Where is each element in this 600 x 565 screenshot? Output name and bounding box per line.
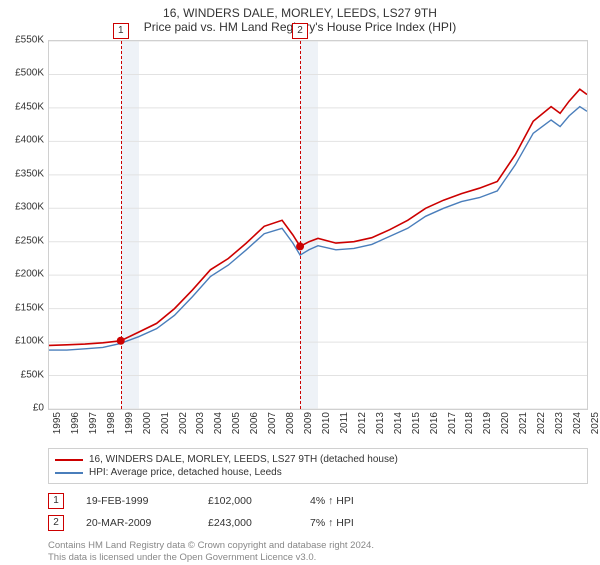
legend: 16, WINDERS DALE, MORLEY, LEEDS, LS27 9T… (48, 448, 588, 484)
table-row: 1 19-FEB-1999 £102,000 4% ↑ HPI (48, 490, 588, 512)
y-tick: £50K (2, 369, 44, 380)
x-tick: 2017 (447, 412, 458, 434)
row-date: 19-FEB-1999 (86, 495, 186, 507)
x-tick: 2001 (160, 412, 171, 434)
x-tick: 1999 (124, 412, 135, 434)
y-tick: £0 (2, 403, 44, 414)
x-tick: 2002 (178, 412, 189, 434)
legend-row: HPI: Average price, detached house, Leed… (55, 466, 581, 479)
y-tick: £550K (2, 35, 44, 46)
y-tick: £400K (2, 135, 44, 146)
sales-table: 1 19-FEB-1999 £102,000 4% ↑ HPI 2 20-MAR-2009… (48, 490, 588, 534)
chart-marker-2: 2 (292, 23, 308, 39)
x-tick: 2014 (393, 412, 404, 434)
y-tick: £450K (2, 101, 44, 112)
x-tick: 1995 (52, 412, 63, 434)
x-tick: 2016 (429, 412, 440, 434)
y-tick: £500K (2, 68, 44, 79)
x-tick: 2008 (285, 412, 296, 434)
footer: Contains HM Land Registry data © Crown c… (48, 540, 588, 565)
x-tick: 2020 (500, 412, 511, 434)
y-tick: £300K (2, 202, 44, 213)
x-tick: 1996 (70, 412, 81, 434)
row-pct: 7% ↑ HPI (310, 517, 354, 529)
footer-line-2: This data is licensed under the Open Gov… (48, 552, 588, 564)
row-price: £243,000 (208, 517, 288, 529)
y-tick: £250K (2, 235, 44, 246)
x-tick: 2011 (339, 412, 350, 434)
row-marker: 1 (48, 493, 64, 509)
x-tick: 2004 (213, 412, 224, 434)
x-tick: 2005 (231, 412, 242, 434)
table-row: 2 20-MAR-2009 £243,000 7% ↑ HPI (48, 512, 588, 534)
x-tick: 2022 (536, 412, 547, 434)
x-tick: 1997 (88, 412, 99, 434)
y-tick: £150K (2, 302, 44, 313)
x-tick: 2010 (321, 412, 332, 434)
title-address: 16, WINDERS DALE, MORLEY, LEEDS, LS27 9T… (0, 6, 600, 20)
x-tick: 2007 (267, 412, 278, 434)
x-tick: 2021 (518, 412, 529, 434)
legend-label: HPI: Average price, detached house, Leed… (89, 467, 282, 478)
price-chart: 12 (48, 40, 588, 410)
x-tick: 2018 (464, 412, 475, 434)
row-date: 20-MAR-2009 (86, 517, 186, 529)
x-tick: 2012 (357, 412, 368, 434)
row-price: £102,000 (208, 495, 288, 507)
x-tick: 1998 (106, 412, 117, 434)
legend-swatch (55, 472, 83, 474)
x-axis-labels: 1995 1996 1997 1998 1999 2000 2001 2002 2003 2004… (48, 412, 588, 444)
y-tick: £350K (2, 168, 44, 179)
x-tick: 2024 (572, 412, 583, 434)
x-tick: 2019 (482, 412, 493, 434)
y-tick: £100K (2, 336, 44, 347)
x-tick: 2015 (411, 412, 422, 434)
x-tick: 2023 (554, 412, 565, 434)
x-tick: 2000 (142, 412, 153, 434)
x-tick: 2013 (375, 412, 386, 434)
chart-marker-1: 1 (113, 23, 129, 39)
legend-swatch (55, 459, 83, 461)
x-tick: 2006 (249, 412, 260, 434)
legend-row: 16, WINDERS DALE, MORLEY, LEEDS, LS27 9T… (55, 453, 581, 466)
footer-line-1: Contains HM Land Registry data © Crown c… (48, 540, 588, 552)
y-tick: £200K (2, 269, 44, 280)
x-tick: 2009 (303, 412, 314, 434)
x-tick: 2025 (590, 412, 600, 434)
row-marker: 2 (48, 515, 64, 531)
legend-label: 16, WINDERS DALE, MORLEY, LEEDS, LS27 9T… (89, 454, 398, 465)
x-tick: 2003 (195, 412, 206, 434)
row-pct: 4% ↑ HPI (310, 495, 354, 507)
